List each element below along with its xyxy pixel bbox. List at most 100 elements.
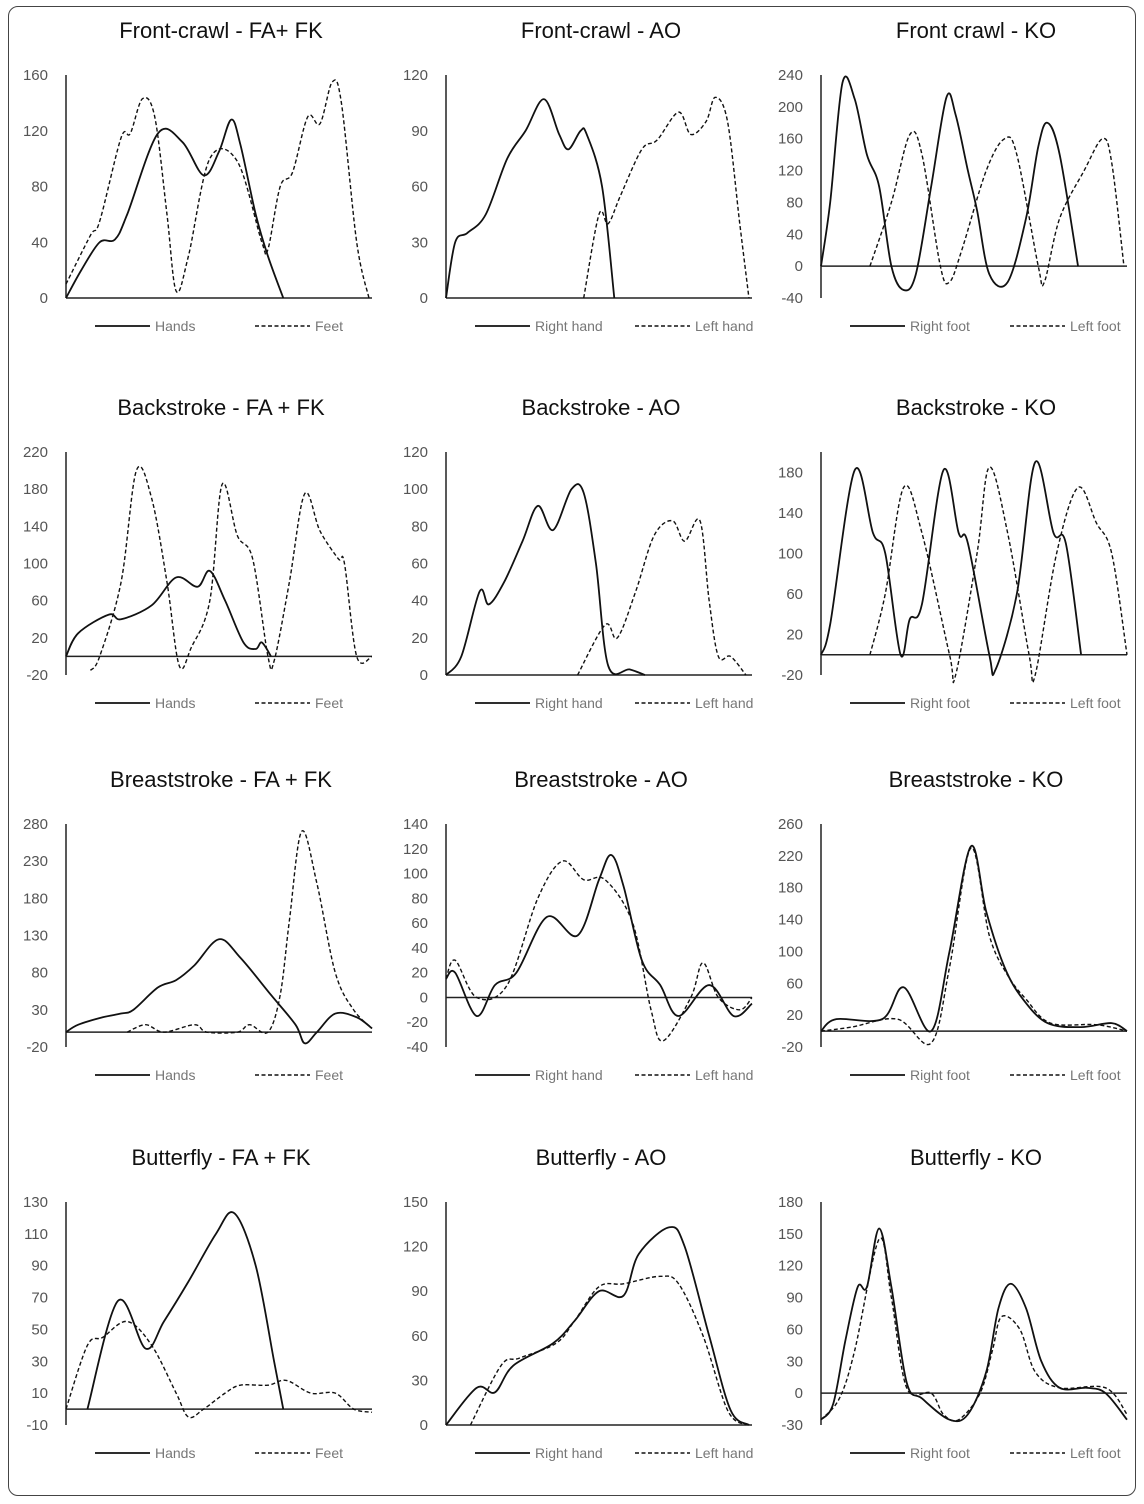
y-tick-label: 150 [403,1194,428,1211]
y-tick-label: 120 [403,841,428,858]
figure-frame [8,6,1136,1496]
line-chart: Backstroke - KO -20 20 60 100 140 180 Right foo… [778,395,1128,711]
y-tick-label: 100 [23,556,48,573]
y-tick-label: 40 [411,593,428,610]
legend-label: Left foot [1070,1067,1121,1083]
line-chart: Butterfly - FA + FK -10 10 30 50 70 90 110 130 Ha… [23,1145,373,1461]
y-tick-label: -20 [26,1039,48,1056]
y-tick-label: 60 [411,556,428,573]
y-tick-label: 20 [411,630,428,647]
y-tick-label: 0 [40,290,48,307]
series-line-left-foot [869,466,1128,683]
y-tick-label: 0 [420,667,428,684]
legend-label: Hands [155,1445,195,1461]
line-chart: Backstroke - FA + FK -20 20 60 100 140 180 220 H… [23,395,373,711]
legend-label: Left foot [1070,695,1121,711]
y-tick-label: 180 [23,890,48,907]
chart-title: Front crawl - KO [896,18,1056,43]
y-tick-label: -20 [781,667,803,684]
series-line-right-foot [820,1227,1128,1423]
y-tick-label: 60 [411,179,428,196]
y-tick-label: 0 [795,258,803,275]
y-tick-label: 80 [31,179,48,196]
y-tick-label: 130 [23,928,48,945]
legend-label: Feet [315,1445,343,1461]
y-tick-label: 140 [23,518,48,535]
y-tick-label: 160 [23,67,48,84]
chart-panel: Butterfly - AO 0 30 60 90 120 150 Right hand Lef… [380,1127,758,1502]
legend-label: Right hand [535,318,603,334]
y-tick-label: 30 [31,1353,48,1370]
y-tick-label: 0 [420,989,428,1006]
chart-title: Breaststroke - AO [514,767,688,792]
y-tick-label: -40 [406,1039,428,1056]
line-chart: Front-crawl - AO 0 30 60 90 120 Right hand Left… [403,18,753,334]
chart-panel: Butterfly - KO -30 0 30 60 90 120 150 180 Right f… [755,1127,1133,1502]
y-tick-label: 120 [403,67,428,84]
legend-label: Right hand [535,1067,603,1083]
legend-label: Right hand [535,695,603,711]
y-tick-label: 0 [795,1385,803,1402]
y-tick-label: 120 [23,123,48,140]
y-tick-label: -30 [781,1417,803,1434]
chart-title: Backstroke - FA + FK [117,395,325,420]
y-tick-label: 60 [786,975,803,992]
chart-panel: Front-crawl - FA+ FK 0 40 80 120 160 Hands Feet [0,0,378,375]
series-line-feet [65,79,370,299]
y-tick-label: 30 [786,1353,803,1370]
y-tick-label: 160 [778,131,803,148]
legend-label: Hands [155,695,195,711]
y-tick-label: 60 [786,1321,803,1338]
line-chart: Butterfly - KO -30 0 30 60 90 120 150 180 Right f… [778,1145,1128,1461]
chart-panel: Backstroke - AO 0 20 40 60 80 100 120 Right hand… [380,377,758,752]
y-tick-label: 100 [403,481,428,498]
chart-panel: Front-crawl - AO 0 30 60 90 120 Right hand Left… [380,0,758,375]
y-tick-label: 140 [778,912,803,929]
y-tick-label: 220 [23,444,48,461]
legend-label: Right foot [910,1445,970,1461]
legend-label: Feet [315,318,343,334]
legend-label: Hands [155,1067,195,1083]
chart-title: Front-crawl - AO [521,18,681,43]
y-tick-label: 90 [786,1290,803,1307]
y-tick-label: 30 [31,1002,48,1019]
y-tick-label: -20 [781,1039,803,1056]
line-chart: Breaststroke - FA + FK -20 30 80 130 180 230 28… [23,767,373,1083]
legend-label: Right foot [910,1067,970,1083]
series-line-hands [65,570,272,657]
legend-label: Left foot [1070,318,1121,334]
line-chart: Breaststroke - AO -40 -20 0 20 40 60 80 100 120 14… [403,767,753,1083]
series-line-feet [89,465,373,671]
chart-panel: Backstroke - FA + FK -20 20 60 100 140 180 220 H… [0,377,378,752]
series-line-feet [126,830,373,1034]
y-tick-label: 280 [23,816,48,833]
line-chart: Breaststroke - KO -20 20 60 100 140 180 220 260 R… [778,767,1128,1083]
series-line-hands [86,1211,285,1410]
y-tick-label: 180 [23,481,48,498]
y-tick-label: 180 [778,464,803,481]
chart-title: Butterfly - AO [536,1145,667,1170]
y-tick-label: 0 [420,290,428,307]
chart-panel: Backstroke - KO -20 20 60 100 140 180 Right foo… [755,377,1133,752]
chart-panel: Breaststroke - FA + FK -20 30 80 130 180 230 28… [0,749,378,1124]
series-line-feet [65,1320,373,1419]
series-line-hands [65,118,285,299]
y-tick-label: 120 [778,1258,803,1275]
y-tick-label: 60 [786,586,803,603]
legend-label: Feet [315,695,343,711]
chart-title: Backstroke - AO [522,395,681,420]
y-tick-label: 70 [31,1290,48,1307]
y-tick-label: 60 [411,915,428,932]
series-line-right-foot [820,845,1128,1033]
series-line-left-foot [820,1237,1128,1422]
y-tick-label: 20 [31,630,48,647]
chart-title: Front-crawl - FA+ FK [119,18,323,43]
y-tick-label: 50 [31,1321,48,1338]
y-tick-label: 140 [778,505,803,522]
y-tick-label: 0 [420,1417,428,1434]
legend-label: Feet [315,1067,343,1083]
y-tick-label: -20 [406,1014,428,1031]
y-tick-label: -20 [26,667,48,684]
legend-label: Hands [155,318,195,334]
legend-label: Right foot [910,695,970,711]
